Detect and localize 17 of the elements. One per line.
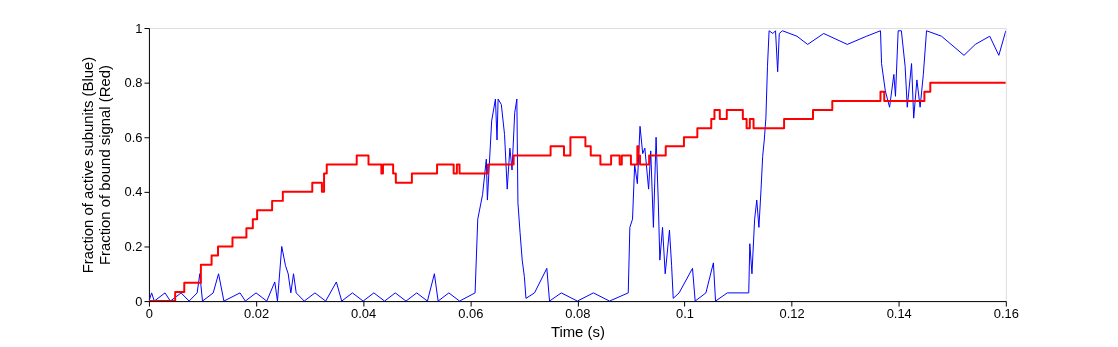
x-tick-label: 0.14 [886, 306, 912, 322]
x-tick-label: 0.08 [565, 306, 591, 322]
y-tick-label: 0 [135, 293, 143, 309]
y-axis-title: Fraction of active subunits (Blue) Fraction of bound signal (Red) [79, 56, 113, 274]
y-tick-label: 1 [135, 20, 143, 36]
x-tick-label: 0.16 [993, 306, 1019, 322]
x-tick-label: 0.1 [676, 306, 694, 322]
y-tick-label: 0.4 [124, 184, 143, 200]
x-axis-title: Time (s) [550, 324, 605, 341]
y-tick-label: 0.6 [124, 129, 143, 145]
x-tick-label: 0.04 [351, 306, 377, 322]
x-tick-label: 0.12 [779, 306, 805, 322]
x-tick-label: 0 [145, 306, 154, 322]
x-tick-label: 0.06 [458, 306, 484, 322]
y-tick-label: 0.8 [124, 75, 143, 91]
x-tick-label: 0.02 [243, 306, 270, 322]
y-tick-label: 0.2 [124, 238, 143, 254]
